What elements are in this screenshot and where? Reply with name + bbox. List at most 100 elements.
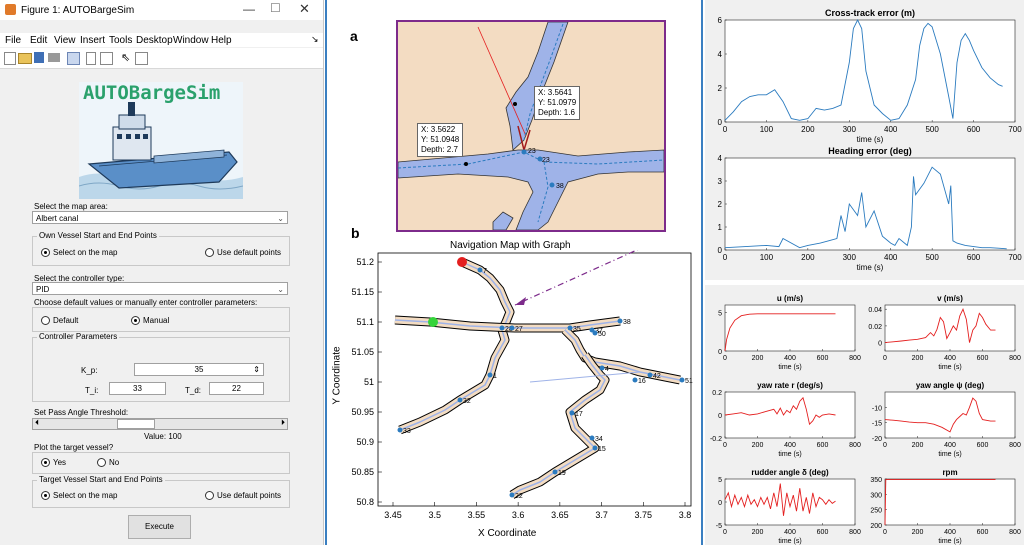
td-input[interactable]: 22 bbox=[209, 382, 264, 395]
graph-node bbox=[599, 365, 605, 371]
colorbar-icon[interactable] bbox=[86, 52, 96, 65]
yes-radio[interactable]: Yes bbox=[41, 458, 66, 468]
chart-xlabel: time (s) bbox=[778, 451, 801, 458]
figure-toolbar: ⇖ bbox=[0, 48, 323, 69]
chevron-down-icon: ⌄ bbox=[277, 214, 284, 223]
barge-illustration bbox=[78, 82, 244, 199]
controller-type-dropdown[interactable]: PID ⌄ bbox=[32, 282, 288, 295]
menu-view[interactable]: View bbox=[54, 35, 76, 46]
map-area-dropdown[interactable]: Albert canal ⌄ bbox=[32, 211, 288, 224]
x-tick-label: 400 bbox=[884, 253, 898, 262]
chart-xlabel: time (s) bbox=[857, 263, 884, 272]
menu-help[interactable]: Help bbox=[211, 35, 232, 46]
menu-insert[interactable]: Insert bbox=[80, 35, 106, 46]
chart-5: yaw angle ψ (deg) 0 200 400 600 800 -20 -15 -10 t… bbox=[872, 381, 1021, 458]
graph-node-label: 28 bbox=[505, 326, 513, 333]
own-default-points-label: Use default points bbox=[217, 248, 282, 257]
x-tick-label: 800 bbox=[1009, 529, 1021, 536]
nav-ytick-label: 51.2 bbox=[356, 257, 374, 267]
own-default-points-radio[interactable]: Use default points bbox=[205, 248, 281, 258]
x-tick-label: 0 bbox=[723, 253, 728, 262]
menu-bar: File Edit View Insert Tools Desktop Wind… bbox=[0, 33, 323, 47]
new-figure-icon[interactable] bbox=[4, 52, 16, 65]
ti-input[interactable]: 33 bbox=[109, 382, 166, 395]
graph-node bbox=[567, 325, 573, 331]
y-tick-label: 0 bbox=[718, 413, 722, 420]
menu-edit[interactable]: Edit bbox=[30, 35, 48, 46]
x-tick-label: 200 bbox=[912, 355, 924, 362]
y-tick-label: 0.2 bbox=[712, 390, 722, 397]
yes-radio-label: Yes bbox=[53, 458, 67, 467]
graph-node-label: 19 bbox=[558, 470, 566, 477]
y-tick-label: 2 bbox=[718, 84, 723, 93]
chart-xlabel: time (s) bbox=[778, 364, 801, 371]
maximize-button[interactable]: ☐ bbox=[270, 1, 281, 15]
toolbar-dock-arrow[interactable]: ↘ bbox=[311, 34, 319, 44]
y-tick-label: 0 bbox=[878, 341, 882, 348]
divider-right bbox=[701, 0, 703, 545]
graph-node-label: 34 bbox=[595, 436, 603, 443]
channel-water bbox=[399, 261, 511, 431]
own-select-on-map-radio[interactable]: Select on the map bbox=[41, 248, 117, 258]
matlab-figure-icon bbox=[5, 4, 16, 15]
target-select-on-map-radio[interactable]: Select on the map bbox=[41, 491, 117, 501]
kp-spinner[interactable]: 35 ⇕ bbox=[134, 363, 264, 376]
y-tick-label: 6 bbox=[718, 16, 723, 25]
close-button[interactable]: ✕ bbox=[299, 1, 310, 16]
x-tick-label: 0 bbox=[883, 355, 887, 362]
pass-angle-slider[interactable]: ⏴ ⏵ bbox=[32, 418, 288, 430]
minimize-button[interactable]: — bbox=[243, 2, 255, 16]
y-tick-label: 250 bbox=[870, 508, 882, 515]
x-tick-label: 400 bbox=[784, 442, 796, 449]
x-tick-label: 600 bbox=[817, 442, 829, 449]
menu-window[interactable]: Window bbox=[173, 35, 209, 46]
panel-b-letter: b bbox=[351, 225, 360, 241]
graph-node-label: 16 bbox=[638, 378, 646, 385]
controller-type-value: PID bbox=[36, 285, 50, 294]
link-plot-icon[interactable] bbox=[67, 52, 80, 65]
slider-right-arrow-icon[interactable]: ⏵ bbox=[281, 418, 285, 427]
default-radio[interactable]: Default bbox=[41, 316, 78, 326]
graph-node-label: 33 bbox=[403, 428, 411, 435]
execute-button[interactable]: Execute bbox=[128, 515, 191, 539]
y-tick-label: -20 bbox=[872, 436, 882, 443]
menu-tools[interactable]: Tools bbox=[109, 35, 133, 46]
x-tick-label: 600 bbox=[977, 529, 989, 536]
datatip-2-x: X: 3.5622 bbox=[421, 125, 456, 134]
chart-axes bbox=[884, 304, 1016, 352]
spinner-arrows-icon: ⇕ bbox=[253, 365, 260, 374]
pointer-icon[interactable]: ⇖ bbox=[121, 52, 131, 64]
graph-node bbox=[617, 318, 623, 324]
chart-title: Cross-track error (m) bbox=[825, 8, 915, 18]
graph-node bbox=[589, 435, 595, 441]
y-tick-label: -10 bbox=[872, 405, 882, 412]
x-tick-label: 400 bbox=[784, 529, 796, 536]
legend-icon[interactable] bbox=[100, 52, 113, 65]
chart-6: rudder angle δ (deg)0 200 400 600 800-505tim… bbox=[716, 468, 861, 545]
save-icon[interactable] bbox=[34, 52, 44, 63]
graph-node-label: 1 bbox=[493, 373, 497, 380]
open-file-icon[interactable] bbox=[18, 53, 32, 64]
menu-desktop[interactable]: Desktop bbox=[136, 35, 173, 46]
graph-node-label: 51 bbox=[685, 378, 693, 385]
divider-left bbox=[325, 0, 327, 545]
x-tick-label: 500 bbox=[925, 125, 939, 134]
x-tick-label: 400 bbox=[944, 529, 956, 536]
params-choice-panel: Default Manual bbox=[32, 307, 290, 332]
property-editor-icon[interactable] bbox=[135, 52, 148, 65]
print-icon[interactable] bbox=[48, 53, 60, 62]
no-radio[interactable]: No bbox=[97, 458, 119, 468]
target-default-points-radio[interactable]: Use default points bbox=[205, 491, 281, 501]
target-default-points-label: Use default points bbox=[217, 491, 282, 500]
menu-file[interactable]: File bbox=[5, 35, 22, 46]
map-area-value: Albert canal bbox=[36, 214, 79, 223]
graph-node bbox=[397, 427, 403, 433]
manual-radio[interactable]: Manual bbox=[131, 316, 169, 326]
graph-node bbox=[509, 492, 515, 498]
chart-title: yaw rate r (deg/s) bbox=[757, 381, 823, 390]
chart-2: u (m/s) 0 200 400 600 800 0 5 time (s) bbox=[718, 294, 861, 371]
slider-thumb[interactable] bbox=[117, 419, 156, 429]
graph-node bbox=[592, 445, 598, 451]
slider-left-arrow-icon[interactable]: ⏴ bbox=[35, 418, 39, 427]
datatip-2-y: Y: 51.0948 bbox=[421, 135, 460, 144]
